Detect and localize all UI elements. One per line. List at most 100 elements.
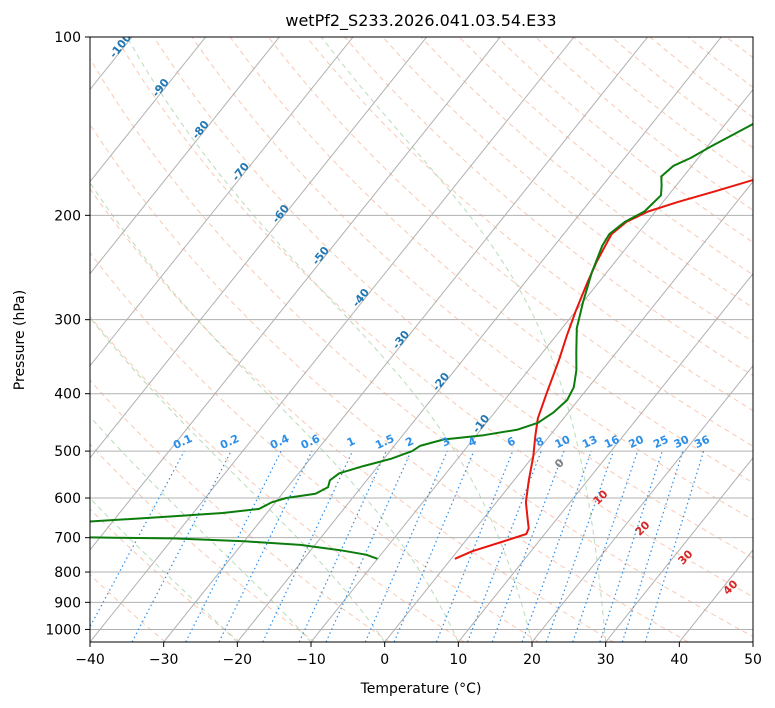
isotherm-label: -60 (269, 202, 292, 226)
dry-adiabat (267, 37, 753, 447)
mixing-ratio-line (621, 450, 684, 642)
moist-adiabat (90, 181, 459, 642)
moist-adiabat (126, 37, 533, 642)
dry-adiabat (344, 37, 753, 377)
isotherm (605, 457, 753, 642)
x-tick-label: 50 (744, 652, 762, 668)
profile-lines (90, 122, 753, 560)
mixing-ratio-line (218, 450, 313, 642)
mixing-ratio-label: 6 (505, 434, 518, 449)
isotherm (90, 37, 354, 367)
moist-adiabat (320, 37, 607, 642)
dry-adiabat (90, 123, 689, 642)
x-tick-label: 0 (380, 652, 389, 668)
dry-adiabat (382, 37, 753, 343)
isotherm (90, 37, 575, 642)
mixing-ratio-line (298, 450, 387, 642)
mixing-ratio-label: 0.2 (218, 432, 241, 452)
isotherm (0, 37, 58, 642)
dry-adiabat (90, 315, 465, 642)
isotherm (678, 549, 753, 642)
dewpoint_upper-line (90, 122, 753, 523)
mixing-ratio-label: 1.5 (373, 432, 396, 452)
dry-adiabat (191, 37, 753, 521)
y-axis-label: Pressure (hPa) (12, 290, 28, 390)
x-tick-label: −10 (296, 652, 326, 668)
isotherm (384, 180, 753, 642)
mixing-ratio-label: 30 (672, 433, 692, 451)
dry-adiabat (90, 573, 166, 642)
y-tick-label: 300 (54, 313, 81, 329)
mixing-ratio-line (262, 450, 354, 642)
isotherm-label: -20 (430, 370, 453, 394)
isotherm (752, 641, 753, 642)
isotherm-label: -100 (107, 31, 135, 61)
x-tick-label: −40 (75, 652, 105, 668)
dry-adiabat (90, 188, 614, 642)
mixing-ratio-line (644, 450, 705, 642)
x-tick-label: 20 (523, 652, 541, 668)
dry-adiabat (153, 37, 753, 559)
moist-adiabat-label: 10 (591, 487, 611, 507)
mixing-ratio-line (364, 450, 448, 642)
dry-adiabat (90, 252, 540, 642)
y-tick-label: 800 (54, 565, 81, 581)
dry-adiabat (90, 443, 315, 642)
y-tick-label: 200 (54, 208, 81, 224)
mixing-ratio-line (435, 450, 514, 642)
isotherm-label: -30 (390, 328, 413, 352)
isotherm (90, 37, 501, 551)
y-tick-label: 700 (54, 531, 81, 547)
isotherm (90, 37, 428, 459)
y-tick-label: 900 (54, 595, 81, 611)
isotherm (90, 37, 207, 183)
moist-adiabat (90, 316, 386, 642)
y-tick-label: 100 (54, 30, 81, 46)
axis-ticks: −40 −30 −20 −10 0 10 20 30 40 5010020030040050060… (45, 30, 762, 668)
moist-adiabat-label: 20 (633, 518, 653, 538)
mixing-ratio-line (90, 450, 185, 629)
isotherm-label: -40 (350, 286, 373, 310)
mixing-ratio-label: 10 (553, 433, 573, 451)
x-axis-label: Temperature (°C) (360, 681, 482, 697)
background-lines (0, 37, 753, 642)
mixing-ratio-label: 3 (440, 434, 452, 449)
x-tick-label: 10 (449, 652, 467, 668)
temperature-line (454, 178, 753, 560)
moist-adiabat (90, 415, 312, 642)
mixing-ratio-label: 1 (345, 434, 357, 449)
mixing-ratio-label: 0.1 (171, 432, 194, 452)
y-tick-label: 400 (54, 387, 81, 403)
isotherm (310, 88, 753, 642)
mixing-ratio-line (325, 450, 412, 642)
isotherm-label: -10 (470, 412, 493, 436)
mixing-ratio-line (599, 450, 663, 642)
moist-adiabat-label: 0 (552, 456, 567, 471)
mixing-ratio-label: 25 (651, 433, 670, 451)
plot-frame (89, 36, 754, 643)
chart-title: wetPf2_S233.2026.041.03.54.E33 (285, 11, 556, 31)
dewpoint-line (90, 536, 378, 560)
dry-adiabat (611, 37, 753, 149)
mixing-ratio-label: 36 (692, 433, 712, 451)
isotherm (236, 37, 722, 642)
dry-adiabat (649, 37, 753, 118)
y-tick-label: 1000 (45, 622, 81, 638)
mixing-ratio-label: 16 (602, 433, 622, 451)
isotherm (90, 37, 280, 275)
x-tick-label: 40 (670, 652, 688, 668)
mixing-ratio-line (466, 450, 542, 642)
dry-adiabat (90, 57, 753, 638)
line-labels: -100-90-80-70-60-50-40-30-20-100.1 0.2 0.4… (107, 31, 741, 598)
mixing-ratio-label: 0.4 (268, 432, 291, 452)
x-tick-label: 30 (597, 652, 615, 668)
y-tick-label: 600 (54, 491, 81, 507)
dry-adiabat (458, 37, 753, 276)
mixing-ratio-label: 13 (580, 433, 599, 451)
isotherm (531, 364, 753, 642)
dry-adiabat (229, 37, 753, 484)
dry-adiabat (535, 37, 753, 211)
dry-adiabat (725, 37, 753, 59)
dry-adiabat (115, 37, 753, 598)
